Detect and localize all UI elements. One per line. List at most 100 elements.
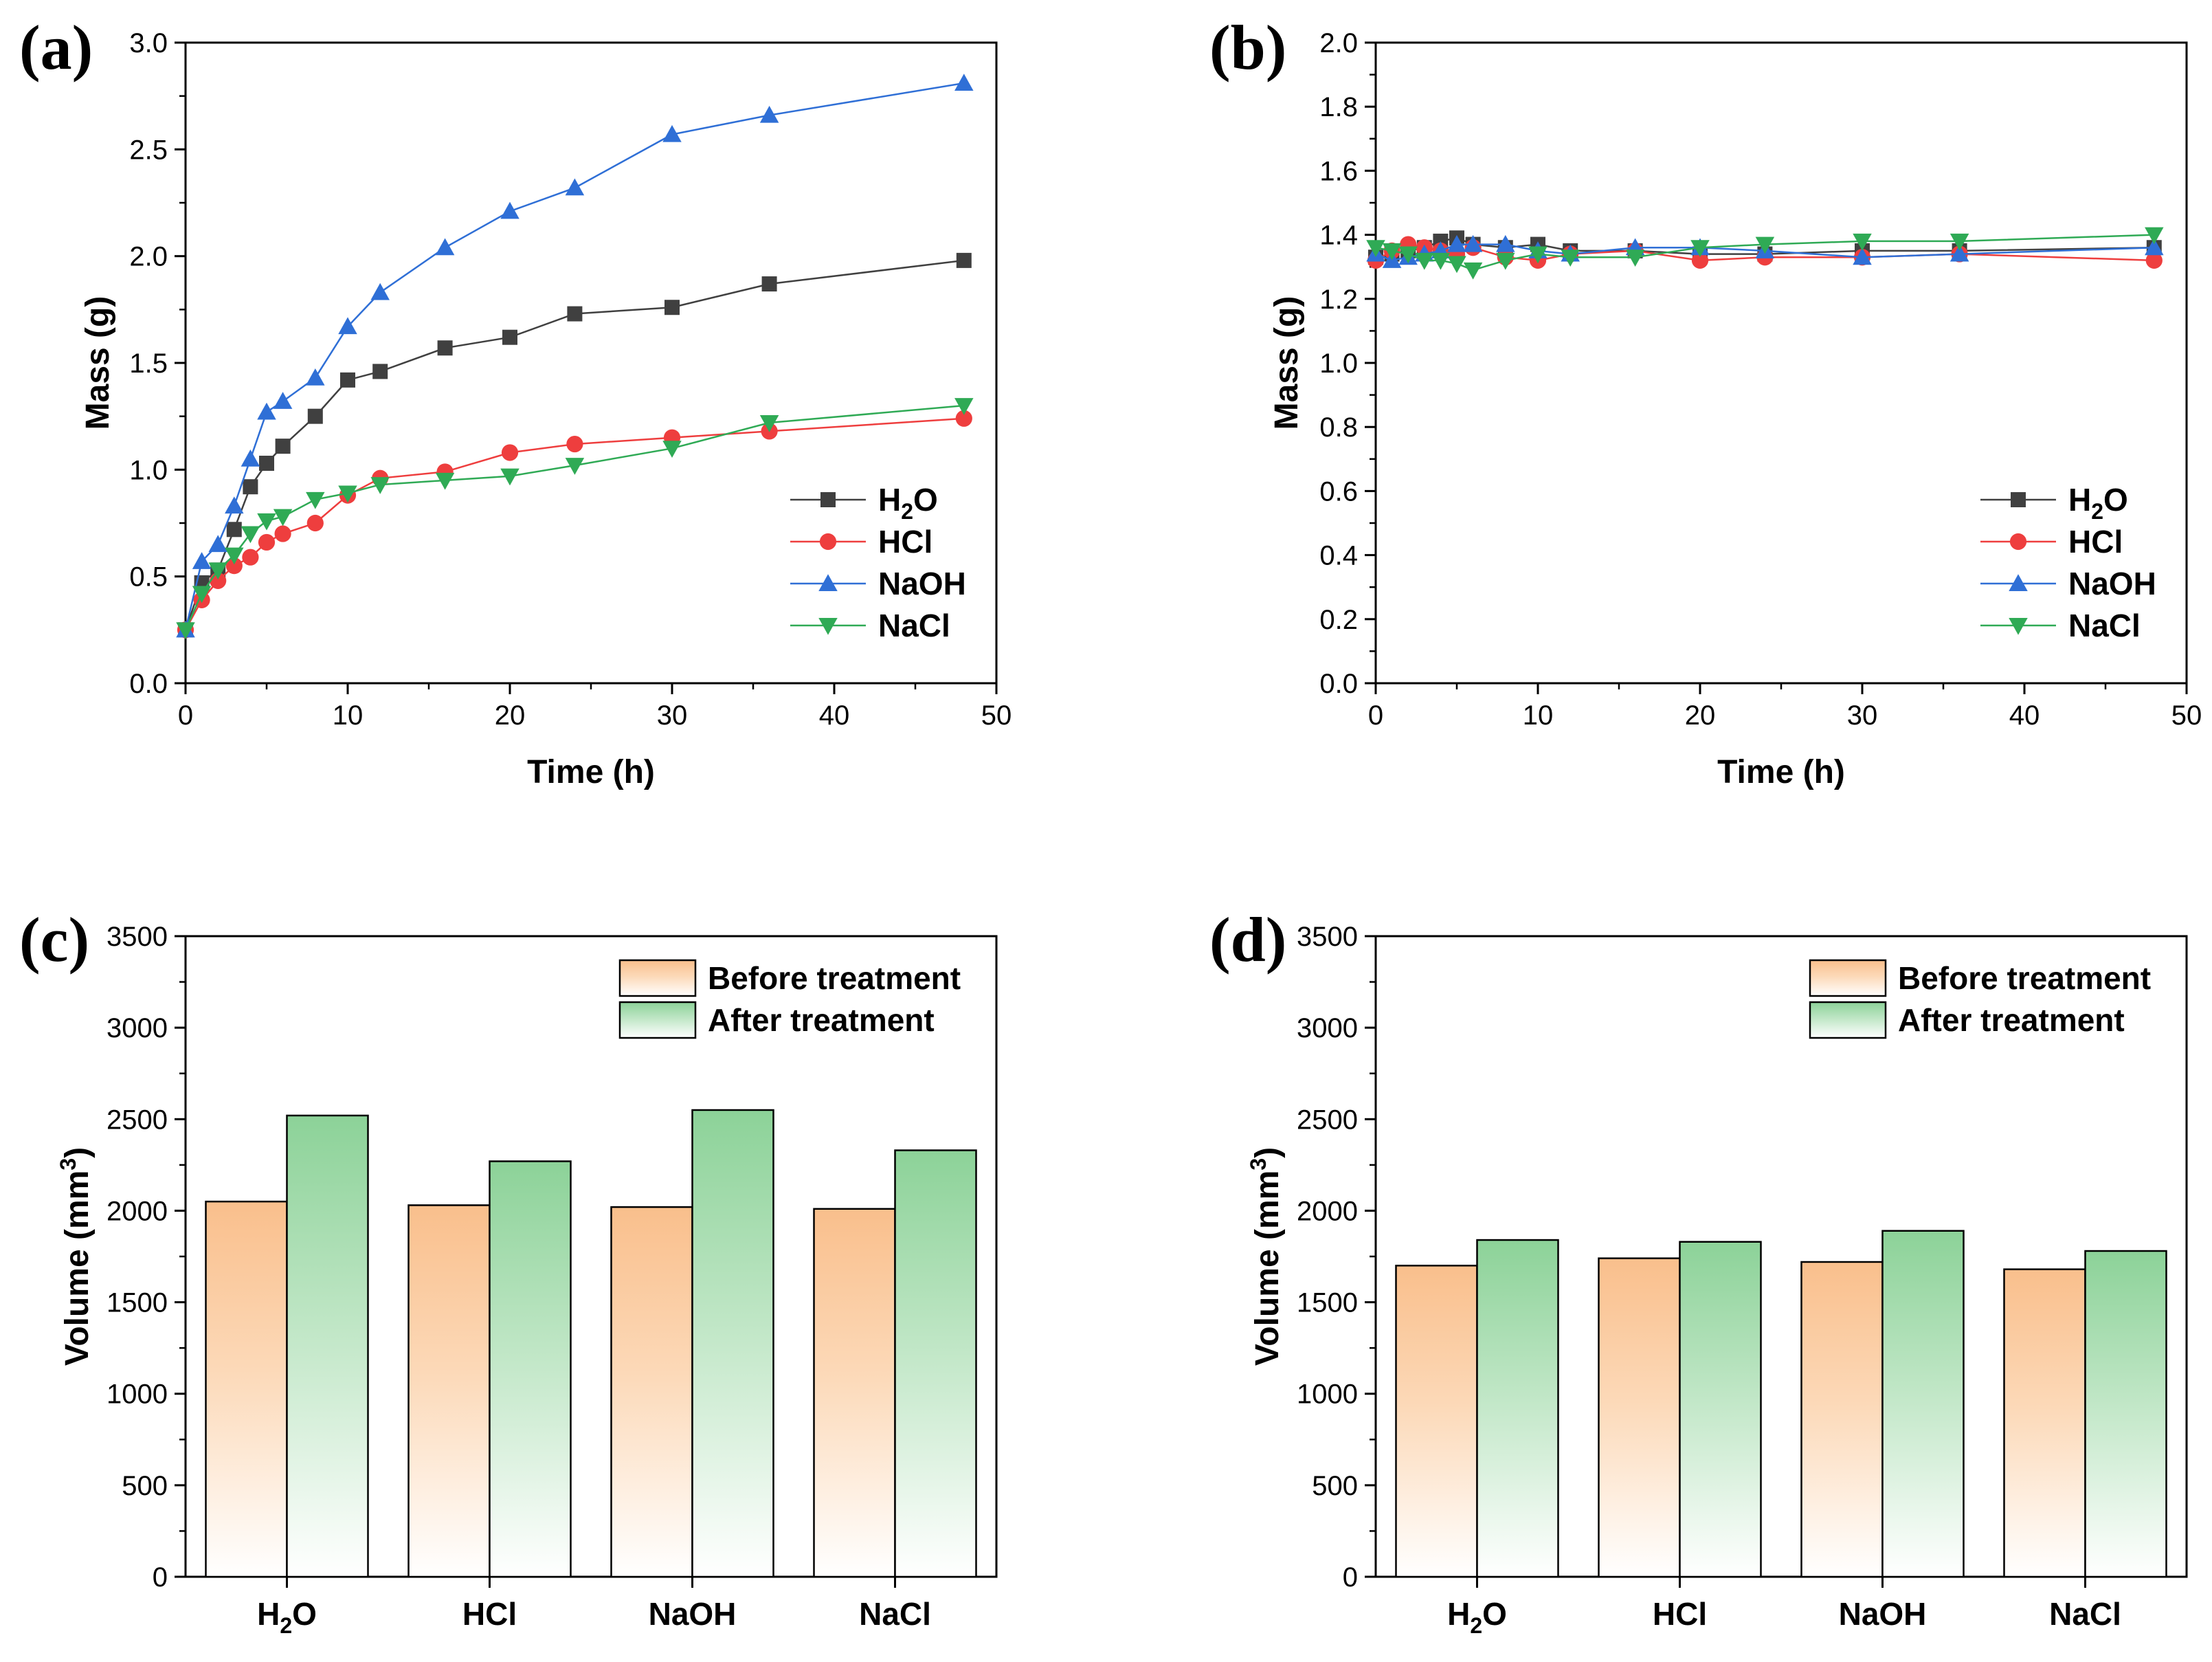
data-point-NaCl (1690, 240, 1710, 257)
data-point-NaOH (273, 392, 293, 409)
legend-label-main: NaCl (878, 608, 950, 643)
data-point-H2O (761, 276, 777, 292)
data-point-HCl (2145, 252, 2163, 269)
category-label-sub: 2 (1470, 1613, 1482, 1638)
y-tick-label: 1.5 (129, 348, 168, 379)
data-point-HCl (306, 514, 324, 532)
legend-marker (2011, 492, 2026, 507)
data-point-NaOH (1950, 244, 1969, 262)
legend-label: H2O (2068, 482, 2128, 524)
category-label: HCl (1653, 1596, 1707, 1632)
y-axis-title: Mass (g) (1269, 296, 1305, 430)
y-tick-label: 0.0 (1319, 669, 1358, 699)
category-label: NaOH (649, 1596, 737, 1632)
category-label: NaCl (2049, 1596, 2121, 1632)
data-point-NaCl (1950, 233, 1969, 251)
bar-after-treatment (1679, 1241, 1762, 1578)
y-tick-label: 1.6 (1319, 156, 1358, 186)
legend-item-H2O: H2O (1980, 482, 2128, 524)
legend-label-main: HCl (2068, 524, 2123, 559)
data-point-NaOH (1463, 234, 1483, 252)
data-point-NaCl (338, 485, 357, 503)
category-label-main: HCl (462, 1596, 517, 1632)
data-point-NaCl (370, 477, 390, 494)
category-label-tail: O (292, 1596, 317, 1632)
category-label-tail: O (1482, 1596, 1507, 1632)
legend-label-tail: O (913, 482, 938, 518)
data-point-NaOH (954, 74, 974, 91)
bar-before-treatment (2003, 1268, 2086, 1578)
chart-panel-0: (a) 0.0 0.5 1.0 1.5 2.0 2.5 3.0 0 10 20 30 40 50 Time … (19, 12, 1012, 790)
y-tick-label: 1000 (1297, 1380, 1358, 1410)
category-label: NaOH (1839, 1596, 1927, 1632)
data-point-NaOH (759, 105, 779, 123)
x-tick-label: 30 (1847, 700, 1878, 731)
panel-label: (c) (19, 905, 89, 975)
data-point-NaCl (1366, 240, 1385, 257)
y-axis-title: Mass (g) (80, 296, 116, 430)
legend-marker (820, 492, 836, 507)
series-line-NaOH (184, 82, 965, 630)
y-tick-label: 3500 (1297, 922, 1358, 952)
chart-panel-2: (c) 0 500 1000 1500 2000 2500 3000 3500 Volume (m… (19, 905, 998, 1638)
legend-label: After treatment (708, 1002, 935, 1038)
y-tick-label: 0.6 (1319, 476, 1358, 507)
x-tick-label: 0 (178, 700, 193, 731)
series-line-NaOH (1375, 243, 2154, 262)
bar-after-treatment (2084, 1250, 2167, 1578)
y-tick-label: 3000 (107, 1013, 168, 1043)
data-point-NaCl (2145, 227, 2164, 245)
y-tick-label: 0 (1343, 1562, 1358, 1593)
data-point-HCl (501, 444, 519, 461)
data-point-NaCl (759, 414, 779, 432)
legend-label: HCl (2068, 524, 2123, 559)
legend-label: After treatment (1898, 1002, 2125, 1038)
bar-before-treatment (205, 1200, 288, 1578)
y-axis-title-sup: 3 (1246, 1158, 1271, 1171)
y-axis-title: Volume (mm3) (1246, 1147, 1286, 1366)
category-label: H2O (257, 1596, 317, 1638)
legend-label-main: NaCl (2068, 608, 2141, 643)
bar-after-treatment (286, 1114, 369, 1578)
data-point-H2O (307, 408, 323, 424)
legend-label: H2O (878, 482, 938, 524)
y-tick-label: 0.0 (129, 669, 168, 699)
data-point-HCl (258, 533, 276, 551)
data-point-NaCl (662, 441, 682, 458)
legend-item-NaOH: NaOH (1980, 566, 2156, 601)
legend-swatch (618, 1001, 697, 1039)
category-label-main: NaCl (2049, 1596, 2121, 1632)
category-label-main: NaOH (649, 1596, 737, 1632)
category-label: NaCl (859, 1596, 931, 1632)
x-tick-label: 20 (495, 700, 526, 731)
data-point-NaOH (306, 368, 325, 386)
y-tick-label: 0.5 (129, 562, 168, 592)
legend-label-main: NaOH (878, 566, 966, 601)
category-label-main: NaOH (1839, 1596, 1927, 1632)
data-point-NaCl (1463, 262, 1483, 280)
bar-before-treatment (1598, 1257, 1681, 1578)
data-point-NaOH (2145, 238, 2164, 256)
data-point-H2O (372, 364, 388, 379)
data-point-NaCl (435, 472, 455, 490)
category-label-main: HCl (1653, 1596, 1707, 1632)
category-label-sub: 2 (280, 1613, 292, 1638)
plot-frame (184, 41, 998, 685)
data-point-NaCl (306, 491, 325, 509)
bar-after-treatment (1476, 1239, 1559, 1578)
y-tick-label: 2.0 (129, 242, 168, 272)
y-axis-title-tail: ) (1249, 1147, 1286, 1158)
data-point-HCl (242, 549, 259, 566)
y-tick-label: 2.0 (1319, 28, 1358, 58)
data-point-H2O (340, 372, 355, 388)
legend-item-HCl: HCl (790, 524, 932, 559)
legend-label: NaOH (2068, 566, 2156, 601)
y-axis-title-tail: ) (59, 1147, 96, 1158)
y-tick-label: 2500 (1297, 1105, 1358, 1135)
y-tick-label: 1.8 (1319, 92, 1358, 122)
data-point-HCl (955, 410, 972, 427)
x-tick-label: 40 (2009, 700, 2040, 731)
legend-item-NaOH: NaOH (790, 566, 966, 601)
data-point-H2O (259, 456, 274, 472)
data-point-NaOH (435, 238, 455, 256)
